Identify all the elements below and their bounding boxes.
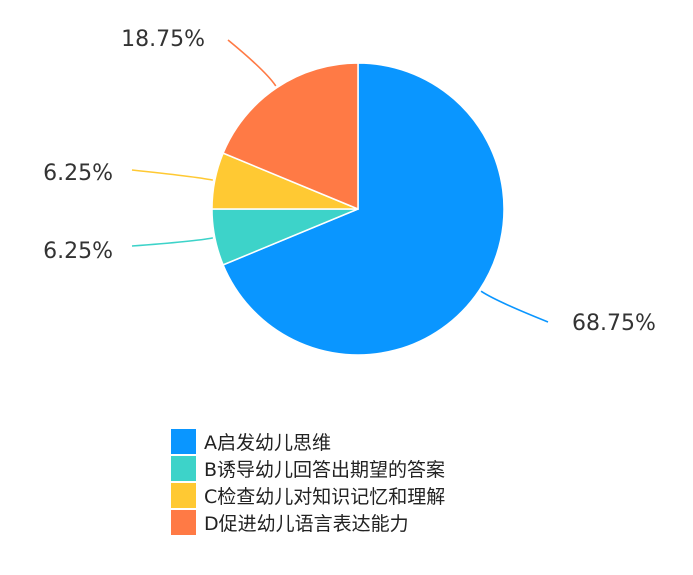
data-labels: 68.75% 6.25% 6.25% 18.75%: [43, 27, 656, 336]
legend-swatch-d: [171, 510, 196, 535]
legend-label-b: B诱导幼儿回答出期望的答案: [204, 459, 446, 481]
data-label-c: 6.25%: [43, 161, 113, 186]
data-label-a: 68.75%: [572, 311, 656, 336]
pie-slice-d: [222, 62, 359, 211]
pie-slice-a: [222, 62, 505, 356]
leader-line-b: [131, 237, 213, 247]
legend-swatch-b: [171, 456, 196, 481]
data-label-d: 18.75%: [121, 27, 205, 52]
legend-swatch-a: [171, 429, 196, 454]
legend-item-b: B诱导幼儿回答出期望的答案: [171, 455, 445, 482]
pie-chart-plot: 68.75% 6.25% 6.25% 18.75%: [43, 27, 656, 356]
legend-label-a: A启发幼儿思维: [204, 432, 331, 454]
leader-lines: [131, 39, 549, 323]
legend-label-c: C检查幼儿对知识记忆和理解: [204, 486, 446, 508]
pie-slices: [211, 62, 505, 356]
leader-line-a: [480, 290, 549, 323]
legend-item-c: C检查幼儿对知识记忆和理解: [171, 482, 445, 509]
legend-label-d: D促进幼儿语言表达能力: [204, 513, 409, 535]
leader-line-d: [227, 39, 277, 87]
legend: A启发幼儿思维 B诱导幼儿回答出期望的答案 C检查幼儿对知识记忆和理解 D促进幼…: [171, 428, 445, 536]
legend-item-a: A启发幼儿思维: [171, 428, 445, 455]
leader-line-c: [131, 169, 213, 181]
data-label-b: 6.25%: [43, 239, 113, 264]
legend-item-d: D促进幼儿语言表达能力: [171, 509, 445, 536]
legend-swatch-c: [171, 483, 196, 508]
